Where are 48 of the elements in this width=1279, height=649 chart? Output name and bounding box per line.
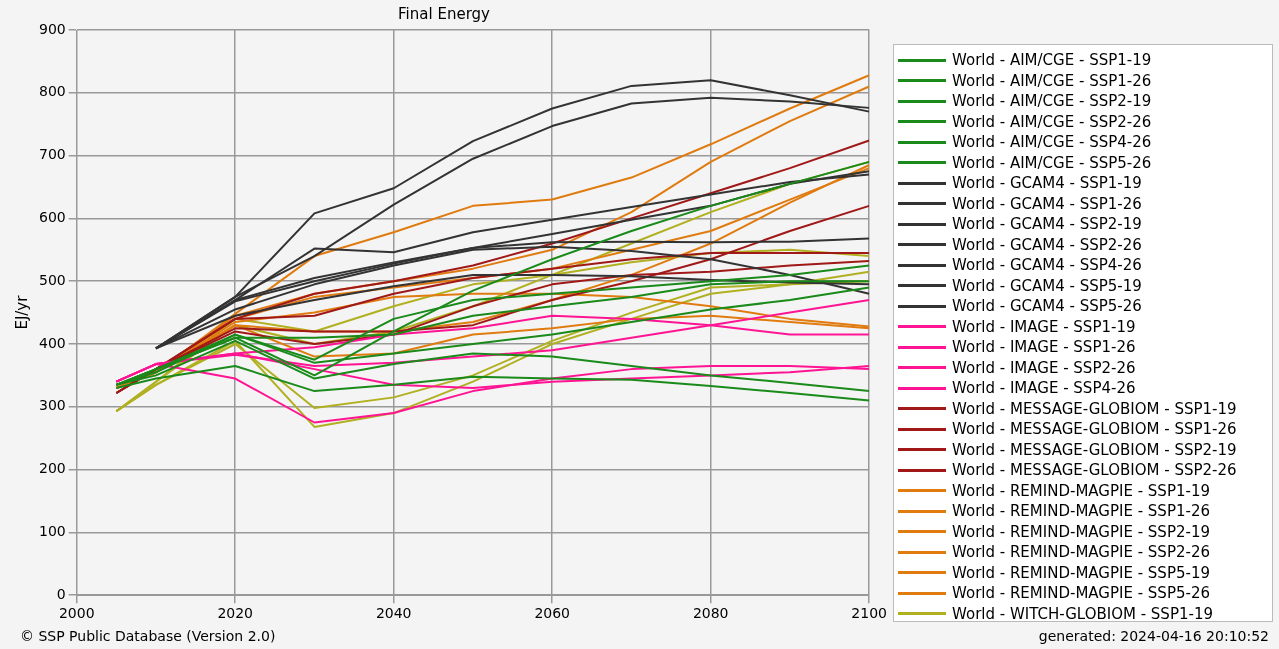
legend-label: World - GCAM4 - SSP4-26 [952,256,1142,275]
y-tick-label: 900 [38,20,66,37]
y-tick-label: 200 [38,460,66,477]
legend-label: World - REMIND-MAGPIE - SSP5-26 [952,584,1210,603]
legend-label: World - AIM/CGE - SSP1-19 [952,51,1152,70]
y-tick-label: 100 [38,523,66,540]
legend-label: World - GCAM4 - SSP2-26 [952,235,1142,254]
y-tick-label: 800 [38,83,66,100]
legend-label: World - WITCH-GLOBIOM - SSP1-19 [952,604,1213,623]
x-tick-label: 2000 [58,605,95,622]
legend-label: World - IMAGE - SSP1-26 [952,338,1136,357]
legend-label: World - MESSAGE-GLOBIOM - SSP1-19 [952,399,1237,418]
y-tick-label: 300 [38,397,66,414]
y-tick-label: 700 [38,146,66,163]
legend-label: World - AIM/CGE - SSP2-26 [952,112,1152,131]
y-tick-label: 0 [56,585,66,602]
legend-label: World - GCAM4 - SSP1-26 [952,194,1142,213]
legend-label: World - REMIND-MAGPIE - SSP5-19 [952,563,1210,582]
text: generated: 2024-04-16 20:10:52 [1038,628,1269,644]
y-tick-label: 500 [38,271,66,288]
legend-label: World - IMAGE - SSP4-26 [952,379,1136,398]
x-tick-label: 2100 [851,605,888,622]
legend-label: World - REMIND-MAGPIE - SSP1-19 [952,481,1210,500]
legend-label: World - MESSAGE-GLOBIOM - SSP2-19 [952,440,1237,459]
legend-label: World - REMIND-MAGPIE - SSP1-26 [952,502,1210,521]
legend-label: World - GCAM4 - SSP5-26 [952,297,1142,316]
legend-label: World - REMIND-MAGPIE - SSP2-26 [952,543,1210,562]
legend-label: World - GCAM4 - SSP1-19 [952,174,1142,193]
legend-label: World - IMAGE - SSP2-26 [952,358,1136,377]
legend-label: World - AIM/CGE - SSP1-26 [952,71,1152,90]
legend-label: World - AIM/CGE - SSP4-26 [952,133,1152,152]
legend-label: World - AIM/CGE - SSP2-19 [952,92,1152,111]
legend-label: World - AIM/CGE - SSP5-26 [952,153,1152,172]
x-tick-label: 2040 [375,605,412,622]
legend-label: World - MESSAGE-GLOBIOM - SSP1-26 [952,420,1237,439]
y-axis-title: EJ/yr [12,294,31,330]
legend-label: World - REMIND-MAGPIE - SSP2-19 [952,522,1210,541]
x-tick-label: 2020 [217,605,254,622]
y-tick-label: 400 [38,334,66,351]
legend-label: World - IMAGE - SSP1-19 [952,317,1136,336]
chart-title: Final Energy [398,4,491,23]
y-tick-label: 600 [38,209,66,226]
x-tick-label: 2080 [692,605,729,622]
legend-label: World - GCAM4 - SSP5-19 [952,276,1142,295]
text: © SSP Public Database (Version 2.0) [20,628,276,644]
legend-label: World - MESSAGE-GLOBIOM - SSP2-26 [952,461,1237,480]
x-tick-label: 2060 [534,605,571,622]
legend-label: World - GCAM4 - SSP2-19 [952,215,1142,234]
